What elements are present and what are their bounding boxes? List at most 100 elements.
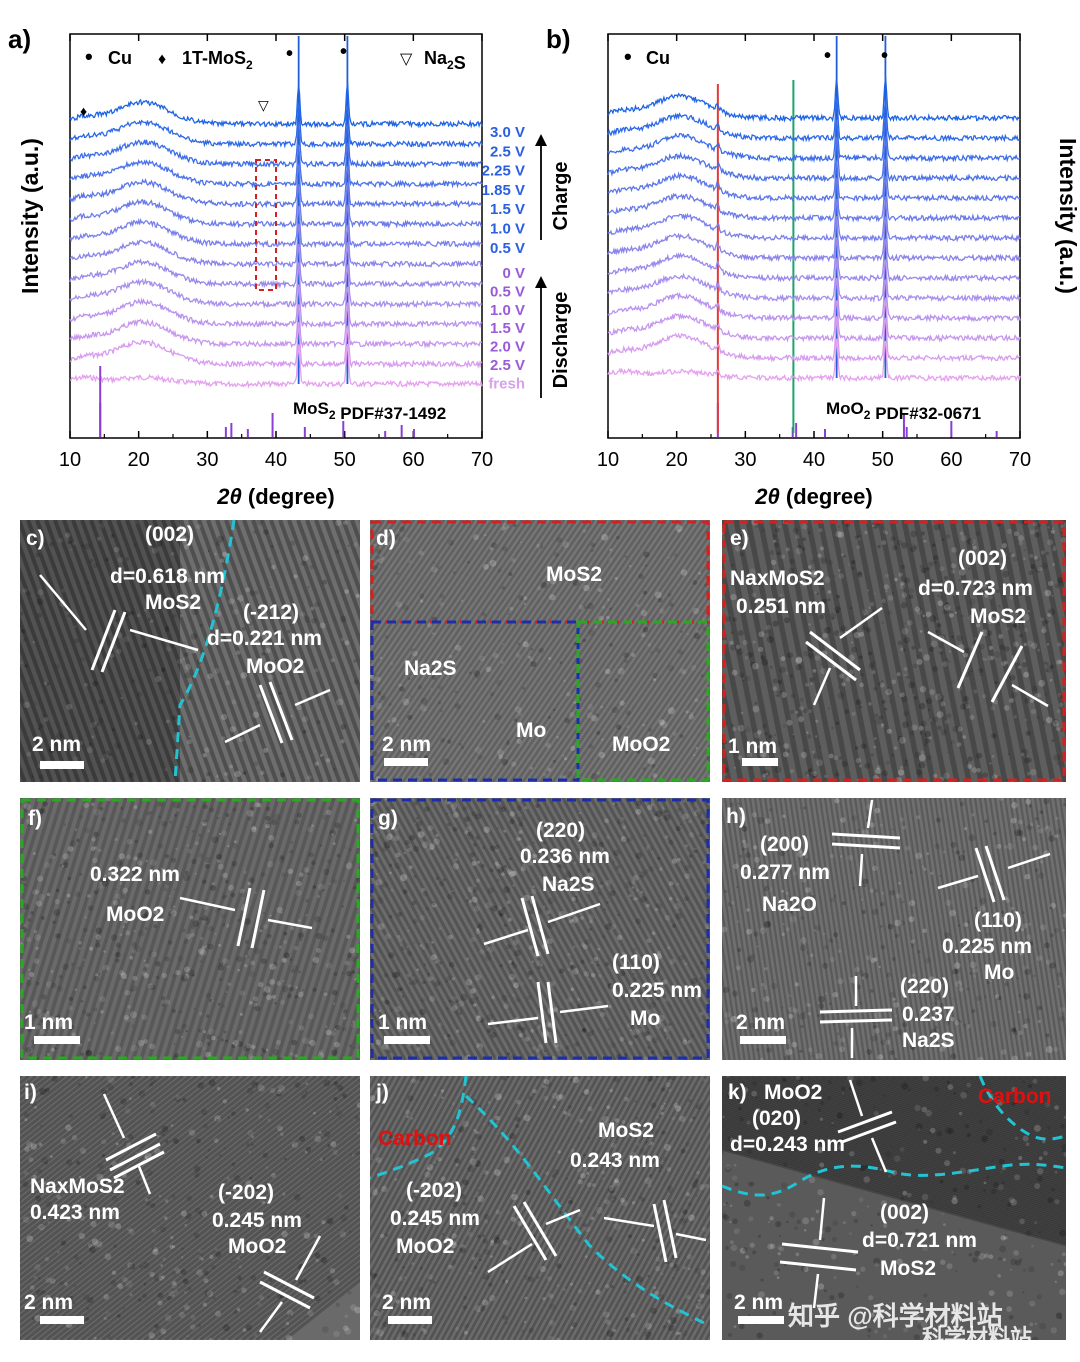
speckle (685, 1192, 691, 1197)
speckle (205, 992, 212, 999)
speckle (633, 948, 637, 952)
speckle (937, 623, 942, 628)
speckle (700, 819, 706, 825)
speckle (174, 1053, 179, 1058)
speckle (419, 593, 425, 599)
speckle (186, 739, 192, 745)
speckle (83, 802, 89, 809)
speckle (265, 815, 271, 821)
speckle (1023, 993, 1030, 1000)
speckle (606, 1105, 611, 1110)
speckle (524, 1296, 528, 1300)
tem-texture (20, 520, 360, 782)
speckle (667, 556, 670, 559)
speckle (67, 540, 72, 545)
lattice-marker (831, 832, 901, 840)
speckle (544, 1171, 550, 1176)
speckle (298, 1225, 303, 1229)
speckle (766, 1047, 772, 1053)
speckle (789, 867, 792, 871)
speckle (520, 1329, 524, 1333)
speckle (50, 1155, 53, 1158)
speckle (129, 955, 134, 960)
speckle (197, 1082, 204, 1089)
lattice-marker (90, 609, 117, 671)
interface-line (464, 1094, 710, 1328)
speckle (694, 633, 700, 640)
lattice-fringe (143, 520, 243, 782)
speckle (1052, 720, 1060, 727)
d-spacing: 0.236 nm (520, 845, 610, 868)
speckle (815, 735, 818, 738)
speckle (1036, 716, 1040, 719)
lattice-fringe (431, 520, 614, 782)
speckle (466, 832, 471, 837)
speckle (632, 972, 636, 976)
speckle (545, 1081, 552, 1088)
speckle (471, 1146, 476, 1151)
speckle (872, 660, 876, 664)
speckle (119, 933, 123, 937)
speckle (134, 721, 138, 726)
speckle (475, 878, 480, 883)
charge-arrow-head (535, 134, 547, 146)
lattice-fringe (80, 1116, 360, 1340)
speckle (812, 771, 817, 776)
speckle (631, 653, 636, 657)
speckle (24, 1118, 28, 1122)
speckle (778, 525, 782, 529)
speckle (202, 1046, 206, 1051)
speckle (699, 961, 704, 965)
speckle (621, 951, 626, 956)
speckle (120, 696, 123, 700)
speckle (810, 682, 813, 686)
speckle (302, 1037, 309, 1045)
speckle (42, 714, 46, 718)
speckle (656, 1116, 659, 1119)
speckle (203, 917, 211, 925)
lattice-fringe (370, 1076, 432, 1189)
speckle (666, 946, 671, 950)
speckle (526, 995, 532, 1000)
xrd-spectrum (607, 297, 1021, 343)
speckle (569, 961, 573, 966)
speckle (313, 1111, 316, 1115)
lattice-fringe (370, 992, 407, 1060)
speckle (950, 680, 956, 685)
speckle (1013, 1029, 1019, 1036)
speckle (795, 547, 803, 555)
speckle (1023, 1023, 1028, 1029)
speckle (799, 944, 807, 952)
speckle (816, 592, 819, 595)
speckle (798, 547, 805, 553)
speckle (488, 1282, 493, 1287)
speckle (957, 726, 963, 732)
speckle (786, 719, 793, 726)
d-spacing: d=0.221 nm (207, 627, 322, 650)
speckle (78, 941, 82, 945)
speckle (564, 718, 570, 724)
speckle (516, 1025, 522, 1031)
speckle (467, 1231, 473, 1237)
speckle (889, 1050, 895, 1056)
speckle (676, 882, 680, 886)
speckle (237, 594, 245, 602)
speckle (371, 751, 378, 757)
lattice-fringe (1053, 798, 1066, 879)
speckle (26, 590, 32, 596)
speckle (402, 1306, 410, 1313)
speckle (913, 545, 918, 550)
speckle (44, 1009, 48, 1013)
speckle (250, 1275, 257, 1281)
speckle (957, 742, 962, 747)
speckle (879, 823, 883, 827)
speckle (901, 627, 909, 635)
speckle (307, 826, 313, 833)
speckle (952, 725, 959, 733)
speckle (193, 1007, 196, 1010)
speckle (462, 1305, 467, 1310)
speckle (581, 1028, 587, 1033)
speckle (1001, 916, 1009, 923)
speckle (484, 1219, 489, 1224)
speckle (612, 860, 615, 863)
